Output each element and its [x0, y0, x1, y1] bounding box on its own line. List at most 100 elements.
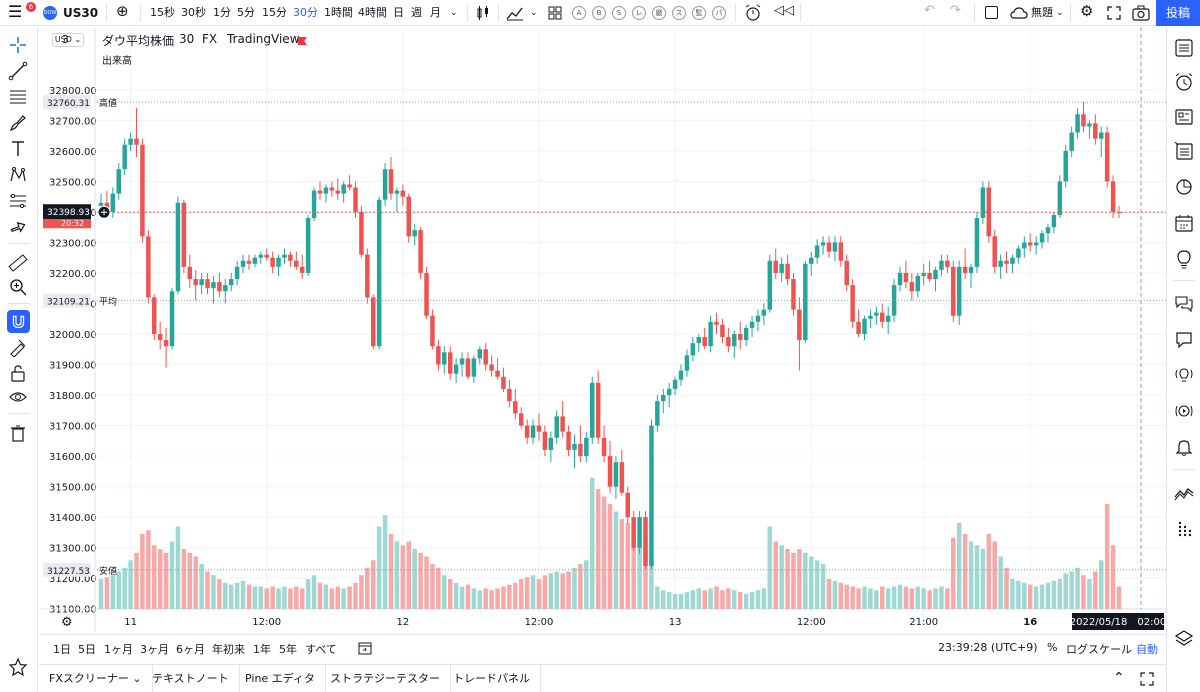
range-all[interactable]: すべて	[305, 643, 337, 656]
range-1m[interactable]: 1ヶ月	[104, 643, 133, 656]
forecast-tool-icon[interactable]	[8, 191, 28, 211]
script-gen-icon[interactable]: 厳	[652, 6, 666, 20]
tab-text-note[interactable]: テキストノート	[142, 665, 240, 692]
script-a-icon[interactable]: A	[572, 6, 586, 20]
indicators-icon[interactable]	[506, 5, 524, 21]
watchlist-icon[interactable]	[1174, 38, 1194, 58]
streams-bulb-icon[interactable]	[1174, 365, 1194, 385]
crosshair-icon[interactable]	[8, 35, 28, 55]
panel-maximize-icon[interactable]	[1140, 672, 1154, 686]
price-tick-label: 32000.00	[49, 330, 97, 341]
pattern-tool-icon[interactable]	[8, 165, 28, 185]
interval-30m[interactable]: 30分	[293, 6, 318, 19]
script-su-icon[interactable]: ス	[672, 6, 686, 20]
panel-collapse-icon[interactable]: ⌃	[1113, 670, 1125, 686]
script-b-icon[interactable]: B	[592, 6, 606, 20]
ticks-zigzag-icon[interactable]	[1174, 483, 1194, 503]
eye-visibility-icon[interactable]	[8, 387, 28, 407]
interval-30s[interactable]: 30秒	[181, 6, 206, 19]
fullscreen-layout-icon[interactable]	[985, 6, 998, 19]
script-s-icon[interactable]: S	[612, 6, 626, 20]
stay-drawing-icon[interactable]	[8, 337, 28, 357]
brush-icon[interactable]	[8, 113, 28, 133]
interval-5m[interactable]: 5分	[237, 6, 255, 19]
favorites-star-icon[interactable]	[8, 657, 28, 677]
currency-select[interactable]: USD ⌄	[52, 33, 84, 47]
zoom-in-icon[interactable]	[8, 277, 28, 297]
interval-1h[interactable]: 1時間	[324, 6, 353, 19]
compare-add-icon[interactable]: ⊕	[116, 2, 129, 20]
volume-bar	[637, 541, 642, 609]
camera-snapshot-icon[interactable]	[1132, 5, 1150, 21]
interval-week[interactable]: 週	[411, 6, 422, 19]
trend-line-icon[interactable]	[8, 61, 28, 81]
dots-grid-icon[interactable]	[1174, 519, 1194, 539]
log-scale-toggle[interactable]: ログスケール	[1066, 643, 1132, 656]
chart-pane[interactable]: 31100.00 31200.00 31300.00 31400.00 31500.00…	[39, 27, 1166, 632]
range-6m[interactable]: 6ヶ月	[176, 643, 205, 656]
broadcast-play-icon[interactable]	[1174, 401, 1194, 421]
cloud-save-icon[interactable]	[1010, 6, 1028, 20]
tab-strategy-tester[interactable]: ストラテジーテスター	[320, 665, 451, 692]
legend-title[interactable]: ダウ平均株価	[102, 34, 175, 48]
redo-icon[interactable]: ↷	[950, 3, 961, 18]
candle-type-icon[interactable]	[475, 5, 491, 21]
symbol-search[interactable]: US30	[63, 6, 99, 20]
layout-name[interactable]: 無題	[1031, 6, 1053, 19]
icon-tool-hand-icon[interactable]	[8, 217, 28, 237]
range-5d[interactable]: 5日	[78, 643, 96, 656]
interval-day[interactable]: 日	[393, 6, 404, 19]
ideas-lightbulb-icon[interactable]	[1174, 249, 1194, 269]
chats-icon[interactable]	[1174, 293, 1194, 313]
layout-grid-icon[interactable]	[548, 6, 562, 20]
alarm-clock-icon[interactable]	[1174, 72, 1194, 92]
calendar-icon[interactable]	[1174, 213, 1194, 233]
text-tool-icon[interactable]	[8, 139, 28, 159]
settings-gear-icon[interactable]: ⚙	[1080, 2, 1094, 20]
range-3m[interactable]: 3ヶ月	[140, 643, 169, 656]
interval-dropdown-icon[interactable]: ⌄	[450, 8, 458, 18]
indicators-dropdown-icon[interactable]: ⌄	[530, 8, 538, 18]
interval-4h[interactable]: 4時間	[358, 6, 387, 19]
status-clock[interactable]: 23:39:28 (UTC+9)	[938, 641, 1038, 654]
data-window-icon[interactable]	[1174, 141, 1194, 161]
news-icon[interactable]	[1174, 107, 1194, 127]
script-kan-icon[interactable]: 監	[692, 6, 706, 20]
trash-icon[interactable]	[8, 423, 28, 443]
script-re-icon[interactable]: レ	[632, 6, 646, 20]
price-chart[interactable]: 31100.00 31200.00 31300.00 31400.00 31500.00…	[39, 27, 1166, 632]
time-axis-settings-icon[interactable]: ⚙	[61, 615, 73, 630]
auto-scale-toggle[interactable]: 自動	[1136, 643, 1158, 656]
replay-icon[interactable]: ◁◁	[774, 3, 794, 18]
tab-trade-panel[interactable]: トレードパネル	[443, 665, 541, 692]
chat-bubble-icon[interactable]	[1174, 329, 1194, 349]
hotlist-pie-icon[interactable]	[1174, 177, 1194, 197]
fib-retracement-icon[interactable]	[8, 87, 28, 107]
interval-1m[interactable]: 1分	[213, 6, 231, 19]
range-1d[interactable]: 1日	[53, 643, 71, 656]
layers-icon[interactable]	[1174, 629, 1194, 649]
lock-icon[interactable]	[8, 363, 28, 383]
menu-icon[interactable]: ☰	[8, 2, 23, 21]
percent-toggle[interactable]: %	[1047, 641, 1058, 654]
tab-fx-screener[interactable]: FXスクリーナー ⌄	[39, 665, 153, 692]
tab-pine-editor[interactable]: Pine エディタ	[235, 665, 326, 692]
range-5y[interactable]: 5年	[279, 643, 297, 656]
ruler-icon[interactable]	[8, 253, 28, 273]
interval-month[interactable]: 月	[430, 6, 441, 19]
interval-15s[interactable]: 15秒	[150, 6, 175, 19]
publish-button[interactable]: 投稿	[1156, 0, 1200, 26]
goto-date-icon[interactable]	[357, 640, 373, 656]
interval-15m[interactable]: 15分	[262, 6, 287, 19]
layout-dropdown-icon[interactable]: ⌄	[1056, 8, 1064, 18]
magnet-mode-button[interactable]	[7, 310, 30, 333]
range-ytd[interactable]: 年初来	[212, 643, 245, 656]
range-1y[interactable]: 1年	[253, 643, 271, 656]
script-pa-icon[interactable]: パ	[712, 6, 726, 20]
undo-icon[interactable]: ↶	[924, 3, 935, 18]
low-label: 安値	[99, 565, 117, 577]
notifications-bell-icon[interactable]	[1174, 437, 1194, 457]
alert-add-icon[interactable]	[744, 4, 762, 22]
volume-bar	[264, 588, 269, 609]
fullscreen-icon[interactable]	[1107, 6, 1121, 20]
